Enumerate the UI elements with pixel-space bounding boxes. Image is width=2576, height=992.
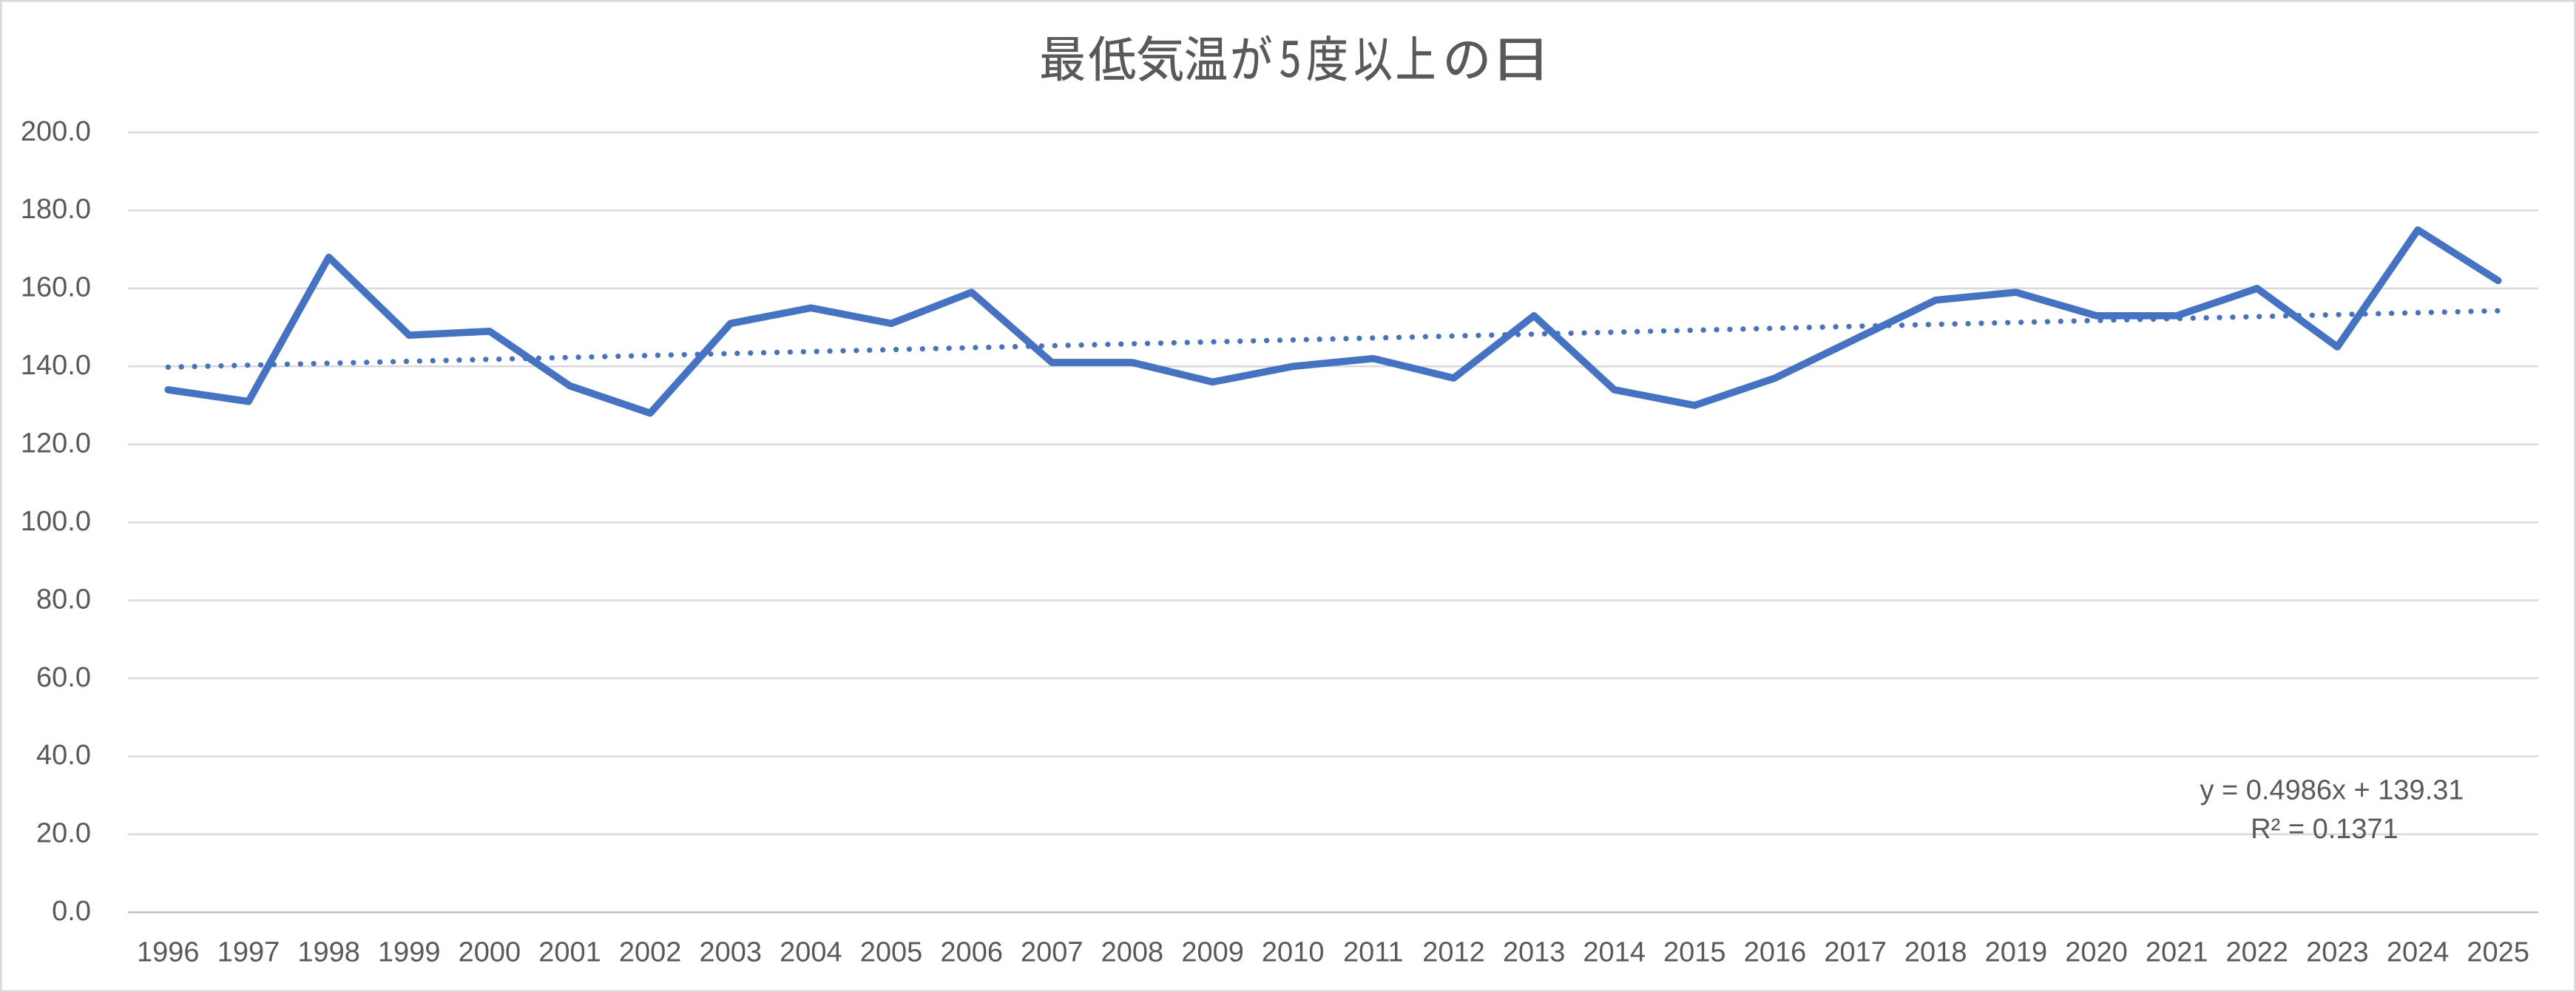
svg-text:120.0: 120.0 (21, 428, 91, 459)
svg-text:2018: 2018 (1904, 937, 1967, 968)
svg-text:2002: 2002 (619, 937, 682, 968)
svg-text:2004: 2004 (780, 937, 842, 968)
svg-text:200.0: 200.0 (21, 116, 91, 147)
svg-text:2014: 2014 (1583, 937, 1646, 968)
svg-text:R² = 0.1371: R² = 0.1371 (2251, 814, 2398, 845)
svg-text:2025: 2025 (2467, 937, 2529, 968)
svg-text:y = 0.4986x + 139.31: y = 0.4986x + 139.31 (2200, 775, 2464, 806)
svg-text:1999: 1999 (378, 937, 441, 968)
svg-text:2023: 2023 (2306, 937, 2369, 968)
svg-text:2011: 2011 (1343, 937, 1404, 968)
svg-text:2013: 2013 (1503, 937, 1566, 968)
svg-text:2015: 2015 (1663, 937, 1726, 968)
svg-text:1998: 1998 (297, 937, 360, 968)
svg-text:2016: 2016 (1744, 937, 1807, 968)
svg-text:2009: 2009 (1181, 937, 1244, 968)
svg-text:2007: 2007 (1021, 937, 1084, 968)
svg-text:2022: 2022 (2226, 937, 2289, 968)
svg-text:60.0: 60.0 (36, 662, 91, 693)
svg-text:2010: 2010 (1262, 937, 1325, 968)
svg-text:80.0: 80.0 (36, 584, 91, 615)
svg-text:100.0: 100.0 (21, 506, 91, 537)
svg-text:2008: 2008 (1101, 937, 1164, 968)
svg-text:2000: 2000 (459, 937, 521, 968)
svg-text:2006: 2006 (940, 937, 1003, 968)
svg-text:2021: 2021 (2146, 937, 2208, 968)
svg-text:140.0: 140.0 (21, 350, 91, 381)
svg-text:2001: 2001 (538, 937, 601, 968)
svg-text:20.0: 20.0 (36, 818, 91, 849)
svg-text:2024: 2024 (2387, 937, 2450, 968)
svg-text:2005: 2005 (860, 937, 923, 968)
svg-text:2017: 2017 (1824, 937, 1887, 968)
svg-text:160.0: 160.0 (21, 272, 91, 303)
svg-text:0.0: 0.0 (52, 896, 91, 927)
svg-text:1996: 1996 (137, 937, 200, 968)
svg-text:2012: 2012 (1422, 937, 1485, 968)
svg-text:180.0: 180.0 (21, 194, 91, 225)
svg-text:1997: 1997 (217, 937, 280, 968)
svg-text:2003: 2003 (700, 937, 763, 968)
svg-text:2020: 2020 (2065, 937, 2128, 968)
svg-text:40.0: 40.0 (36, 740, 91, 771)
svg-text:2019: 2019 (1985, 937, 2048, 968)
